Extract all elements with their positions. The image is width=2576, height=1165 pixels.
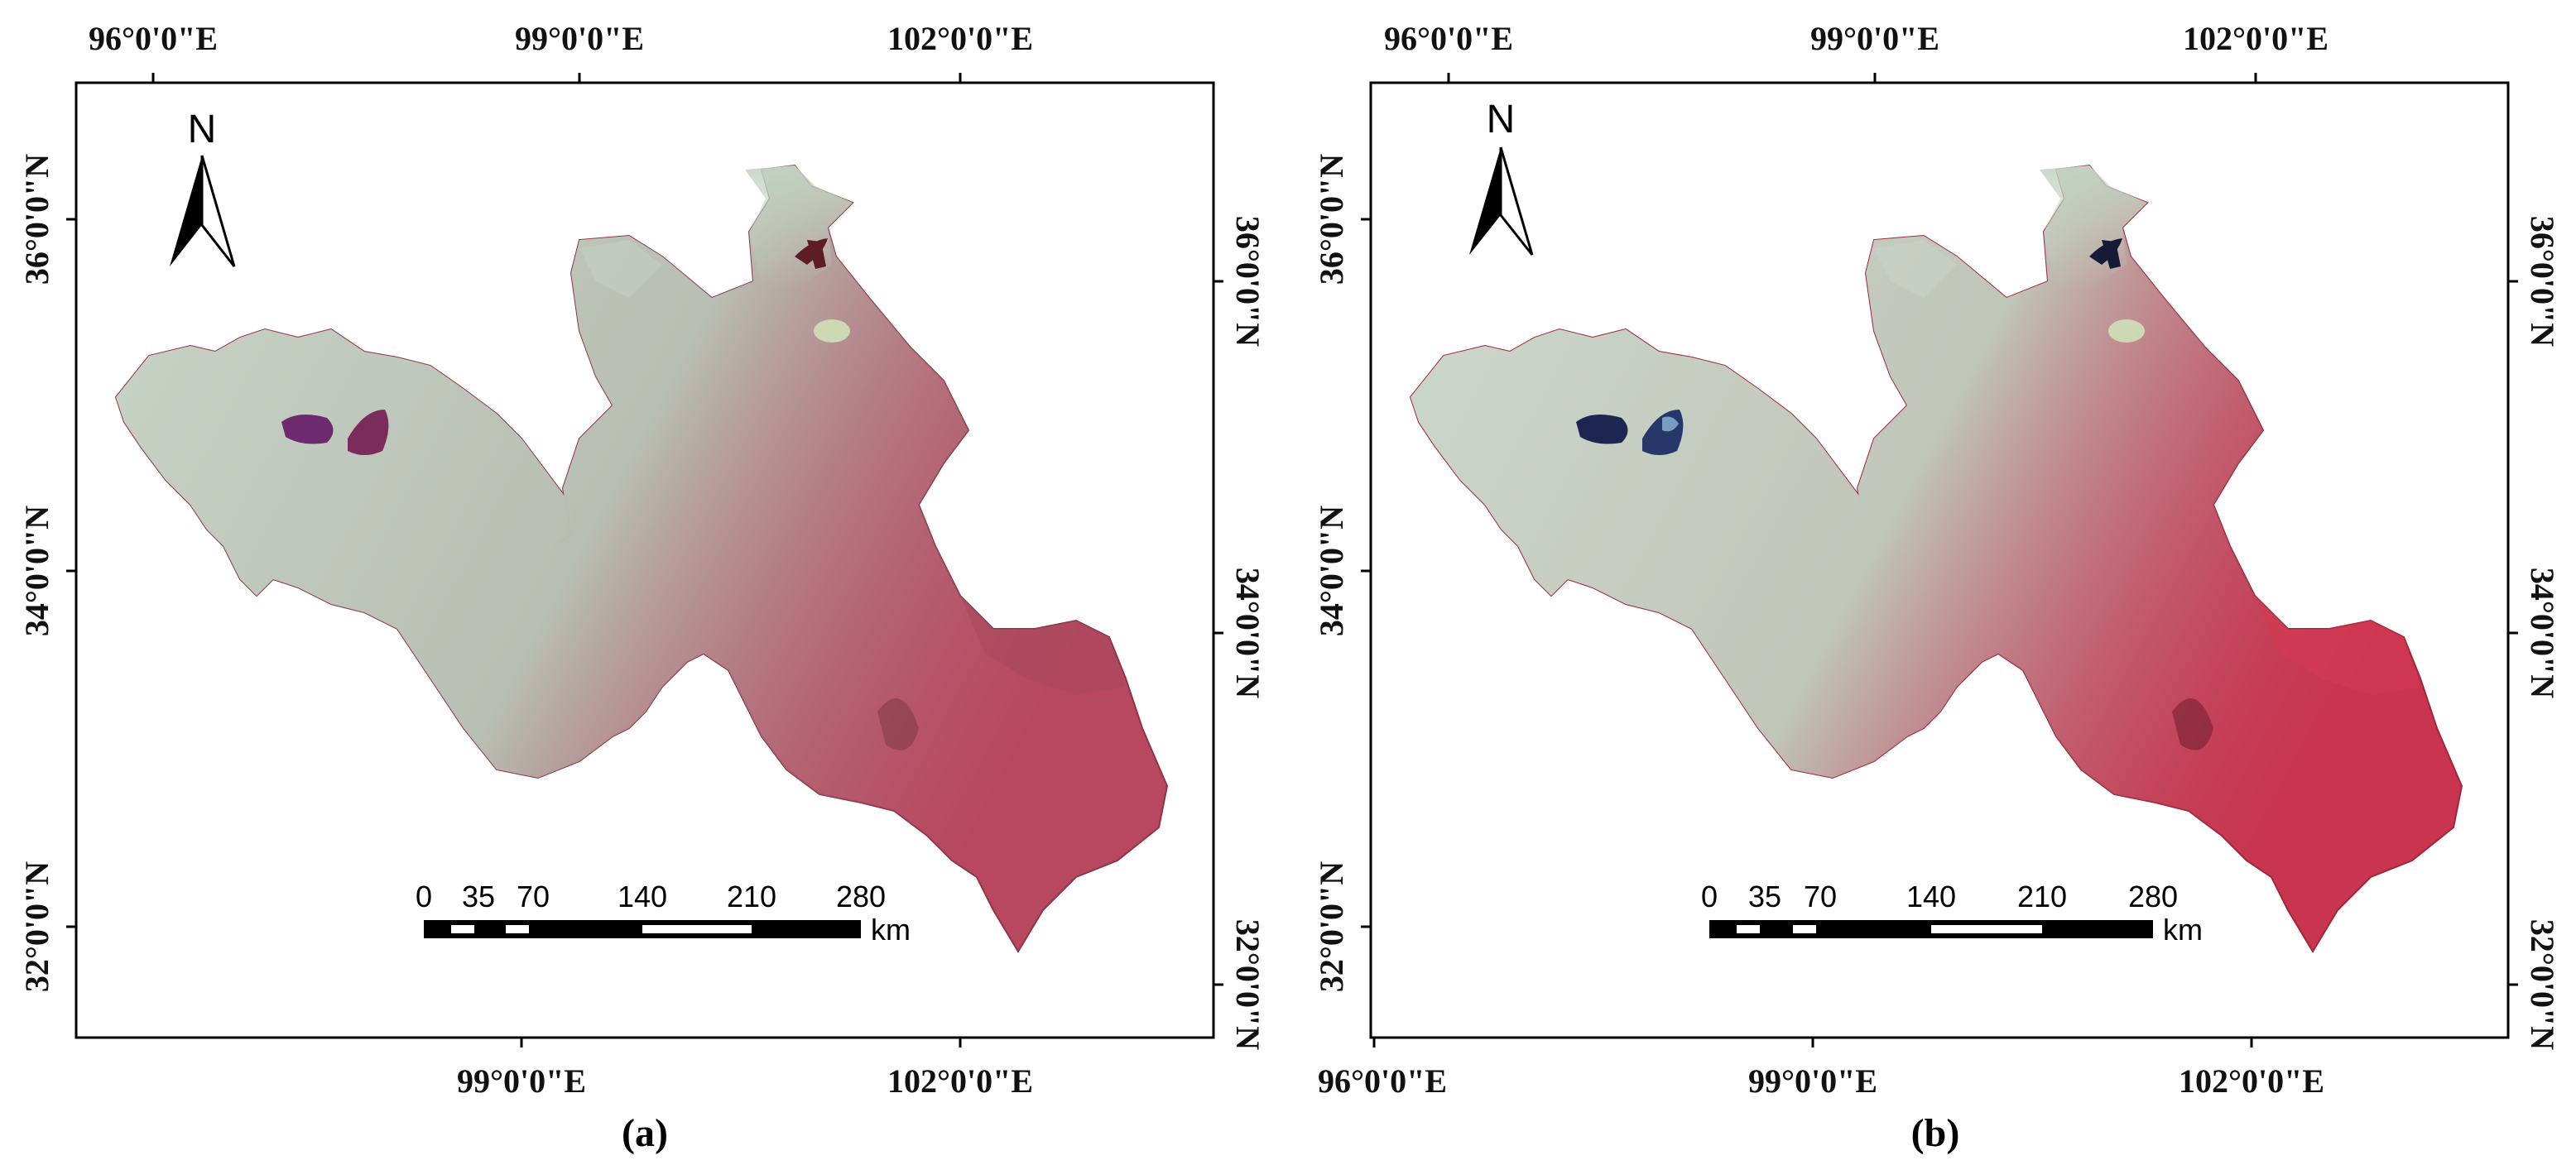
scale-label: 35 <box>462 880 495 913</box>
left-tick-label: 36°0'0"N <box>1313 154 1350 285</box>
bottom-tick-label: 102°0'0"E <box>887 1062 1033 1100</box>
scale-label: 280 <box>2128 880 2178 913</box>
panel-caption: (b) <box>1911 1111 1960 1155</box>
north-label: N <box>188 108 217 151</box>
top-tick-label: 99°0'0"E <box>1810 20 1939 57</box>
scale-bar: 0 35 70 140 210 280 km <box>1701 880 2203 947</box>
bottom-tick-label: 99°0'0"E <box>457 1062 586 1100</box>
scale-label: 0 <box>1701 880 1718 913</box>
top-tick-label: 99°0'0"E <box>515 20 644 57</box>
north-arrow: N <box>170 108 236 267</box>
left-tick-label: 34°0'0"N <box>18 506 55 636</box>
left-tick-label: 34°0'0"N <box>1313 506 1350 636</box>
scale-label: 140 <box>618 880 667 913</box>
lakes <box>1576 238 2145 455</box>
bottom-tick-label: 96°0'0"E <box>1318 1062 1447 1100</box>
lakes <box>281 238 850 455</box>
scale-label: 35 <box>1748 880 1781 913</box>
bottom-tick-label: 102°0'0"E <box>2179 1062 2324 1100</box>
scale-label: 70 <box>517 880 550 913</box>
scale-unit: km <box>871 913 911 947</box>
panel-caption: (a) <box>622 1111 668 1155</box>
scale-label: 0 <box>416 880 432 913</box>
false-color-region <box>1410 165 2463 952</box>
top-tick-label: 96°0'0"E <box>89 20 218 57</box>
right-tick-label: 34°0'0"N <box>2524 568 2561 698</box>
top-tick-label: 96°0'0"E <box>1384 20 1513 57</box>
false-color-region <box>115 165 1168 952</box>
scale-label: 280 <box>836 880 886 913</box>
north-label: N <box>1487 98 1516 141</box>
north-arrow: N <box>1469 98 1534 256</box>
right-tick-label: 32°0'0"N <box>1229 919 1266 1050</box>
left-tick-label: 36°0'0"N <box>18 154 55 285</box>
scale-bar: 0 35 70 140 210 280 km <box>416 880 911 947</box>
scale-label: 210 <box>727 880 776 913</box>
right-tick-label: 32°0'0"N <box>2524 919 2561 1050</box>
scale-label: 140 <box>1906 880 1956 913</box>
scale-unit: km <box>2163 913 2203 947</box>
right-tick-label: 36°0'0"N <box>2524 216 2561 347</box>
left-tick-label: 32°0'0"N <box>1313 861 1350 992</box>
left-tick-label: 32°0'0"N <box>18 861 55 992</box>
right-tick-label: 34°0'0"N <box>1229 568 1266 698</box>
right-tick-label: 36°0'0"N <box>1229 216 1266 347</box>
scale-label: 210 <box>2017 880 2067 913</box>
scale-label: 70 <box>1804 880 1837 913</box>
bottom-tick-label: 99°0'0"E <box>1748 1062 1877 1100</box>
panel-b: 96°0'0"E 99°0'0"E 102°0'0"E 96°0'0"E 99°… <box>1313 20 2561 1155</box>
top-tick-label: 102°0'0"E <box>2183 20 2328 57</box>
top-tick-label: 102°0'0"E <box>887 20 1033 57</box>
panel-a: 96°0'0"E 99°0'0"E 102°0'0"E 99°0'0"E 102… <box>18 20 1266 1155</box>
